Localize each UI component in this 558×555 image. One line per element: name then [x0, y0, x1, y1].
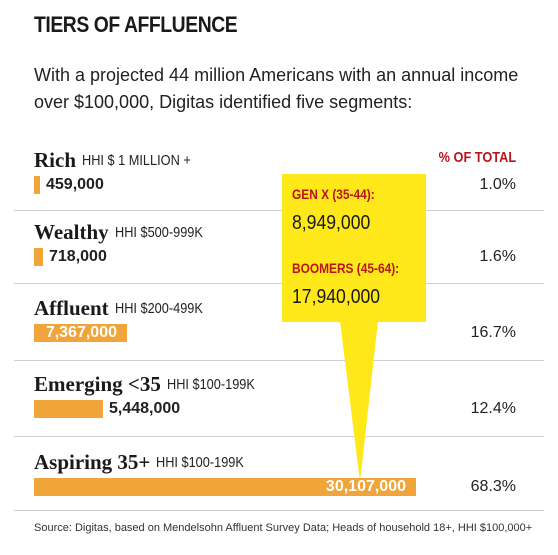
segment-value-label: 7,367,000: [45, 324, 117, 341]
generation-callout: [282, 174, 426, 322]
segment-percent: 68.3%: [470, 478, 516, 495]
segment-percent: 16.7%: [470, 324, 516, 341]
segment-hhi: HHI $100-199K: [166, 376, 255, 393]
genx-value: 8,949,000: [292, 212, 371, 234]
boomers-label: BOOMERS (45-64):: [292, 260, 400, 276]
segment-hhi: HHI $ 1 MILLION +: [82, 152, 191, 169]
segment-percent: 1.6%: [479, 248, 516, 265]
segment-hhi: HHI $100-199K: [156, 454, 245, 471]
segment-value-label: 5,448,000: [109, 400, 181, 417]
segment-name: Aspiring 35+: [34, 450, 151, 474]
source-note: Source: Digitas, based on Mendelsohn Aff…: [34, 522, 533, 534]
segment-bar: [34, 478, 416, 496]
segment-percent: 1.0%: [479, 176, 516, 193]
boomers-value: 17,940,000: [292, 286, 381, 308]
segment-hhi: HHI $200-499K: [114, 300, 203, 317]
segment-value-label: 30,107,000: [325, 478, 406, 495]
segment-name: Affluent: [34, 296, 109, 320]
segment-name: Emerging <35: [34, 372, 161, 396]
divider: [14, 210, 544, 211]
page-title: TIERS OF AFFLUENCE: [34, 12, 238, 37]
segment-bar: [34, 248, 43, 266]
subtitle: With a projected 44 million Americans wi…: [34, 65, 519, 112]
genx-label: GEN X (35-44):: [292, 186, 375, 202]
divider: [14, 436, 544, 437]
divider: [14, 360, 544, 361]
segment-bar: [34, 324, 127, 342]
divider: [14, 510, 544, 511]
segment-bar: [34, 176, 40, 194]
segment-percent: 12.4%: [470, 400, 516, 417]
segment-value-label: 718,000: [49, 248, 107, 265]
divider: [14, 283, 544, 284]
percent-header: % OF TOTAL: [438, 149, 516, 166]
segment-value-label: 459,000: [46, 176, 104, 193]
segment-hhi: HHI $500-999K: [114, 224, 203, 241]
segment-name: Rich: [34, 148, 76, 172]
segment-bar: [34, 400, 103, 418]
segment-name: Wealthy: [34, 220, 109, 244]
